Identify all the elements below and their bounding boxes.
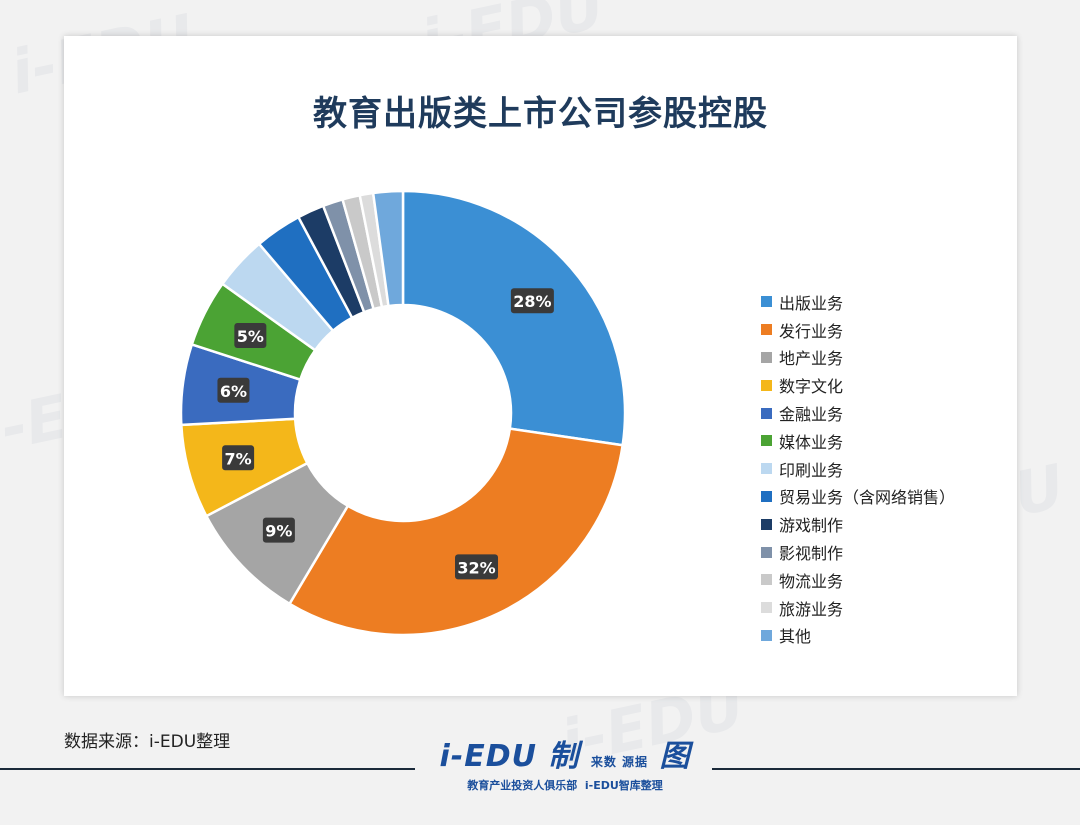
legend-item: 数字文化 [761,371,955,399]
legend-swatch [761,435,772,447]
i-edu-logo: i-EDU 制 来数 源据 图 教育产业投资人俱乐部 i-EDU智库整理 [420,739,710,793]
slice-data-label: 6% [217,377,250,403]
donut-slice [371,189,405,308]
legend-swatch [761,490,772,502]
slice-data-label: 9% [262,517,295,543]
data-label-text: 32% [457,558,495,577]
legend-item: 物流业务 [761,566,955,594]
donut-chart: 28% 32% 9% 7% 6% 5% [179,189,627,637]
legend-label: 物流业务 [779,571,844,591]
donut-slice [287,427,625,637]
legend-label: 其他 [779,627,812,647]
slice-data-label: 32% [455,554,499,580]
slice-data-label: 28% [510,288,554,314]
legend-item: 游戏制作 [761,510,955,538]
legend-swatch [761,324,772,336]
legend-label: 出版业务 [779,293,844,313]
chart-card: 教育出版类上市公司参股控股 28% 32% 9% 7% 6% 5% 出版业务发行业务地产业… [64,36,1017,696]
data-label-text: 9% [265,522,292,541]
data-label-background [217,377,250,403]
legend-item: 贸易业务（含网络销售） [761,483,955,511]
data-label-text: 28% [513,292,551,311]
data-label-text: 6% [220,382,247,401]
legend-swatch [761,518,772,530]
legend-label: 印刷业务 [779,460,844,480]
data-label-background [455,554,499,580]
legend-swatch [761,296,772,308]
data-label-text: 5% [237,327,264,346]
legend-swatch [761,379,772,391]
legend-label: 金融业务 [779,405,844,425]
legend-label: 发行业务 [779,321,844,341]
legend-swatch [761,463,772,475]
legend-label: 旅游业务 [779,599,844,619]
legend-item: 其他 [761,622,955,650]
data-source-note: 数据来源：i-EDU整理 [64,732,231,752]
legend-label: 数字文化 [779,377,844,397]
logo-wordmark: i-EDU 制 来数 源据 图 [439,739,691,774]
legend-item: 地产业务 [761,344,955,372]
legend-item: 媒体业务 [761,427,955,455]
legend-swatch [761,407,772,419]
legend-label: 游戏制作 [779,516,844,536]
data-label-background [510,288,554,314]
legend-item: 金融业务 [761,399,955,427]
legend-item: 影视制作 [761,538,955,566]
data-label-text: 7% [225,449,252,468]
donut-slice [401,189,627,447]
logo-subtitle: 教育产业投资人俱乐部 i-EDU智库整理 [467,779,663,792]
legend-item: 出版业务 [761,288,955,316]
legend-swatch [761,351,772,363]
chart-legend: 出版业务发行业务地产业务数字文化金融业务媒体业务印刷业务贸易业务（含网络销售） 游… [761,288,955,649]
legend-label: 媒体业务 [779,432,844,452]
legend-swatch [761,546,772,558]
slice-data-label: 5% [234,322,267,348]
legend-item: 发行业务 [761,316,955,344]
footer-divider-left [0,768,415,770]
legend-label: 影视制作 [779,544,844,564]
legend-swatch [761,574,772,586]
slice-data-label: 7% [222,445,255,471]
legend-item: 旅游业务 [761,594,955,622]
legend-label: 地产业务 [779,349,844,369]
legend-swatch [761,602,772,614]
legend-swatch [761,629,772,641]
data-label-background [222,445,255,471]
data-label-background [262,517,295,543]
data-label-background [234,322,267,348]
footer-divider-right [712,768,1080,770]
legend-label: 贸易业务（含网络销售） [779,488,956,508]
legend-item: 印刷业务 [761,455,955,483]
chart-title: 教育出版类上市公司参股控股 [313,94,768,134]
